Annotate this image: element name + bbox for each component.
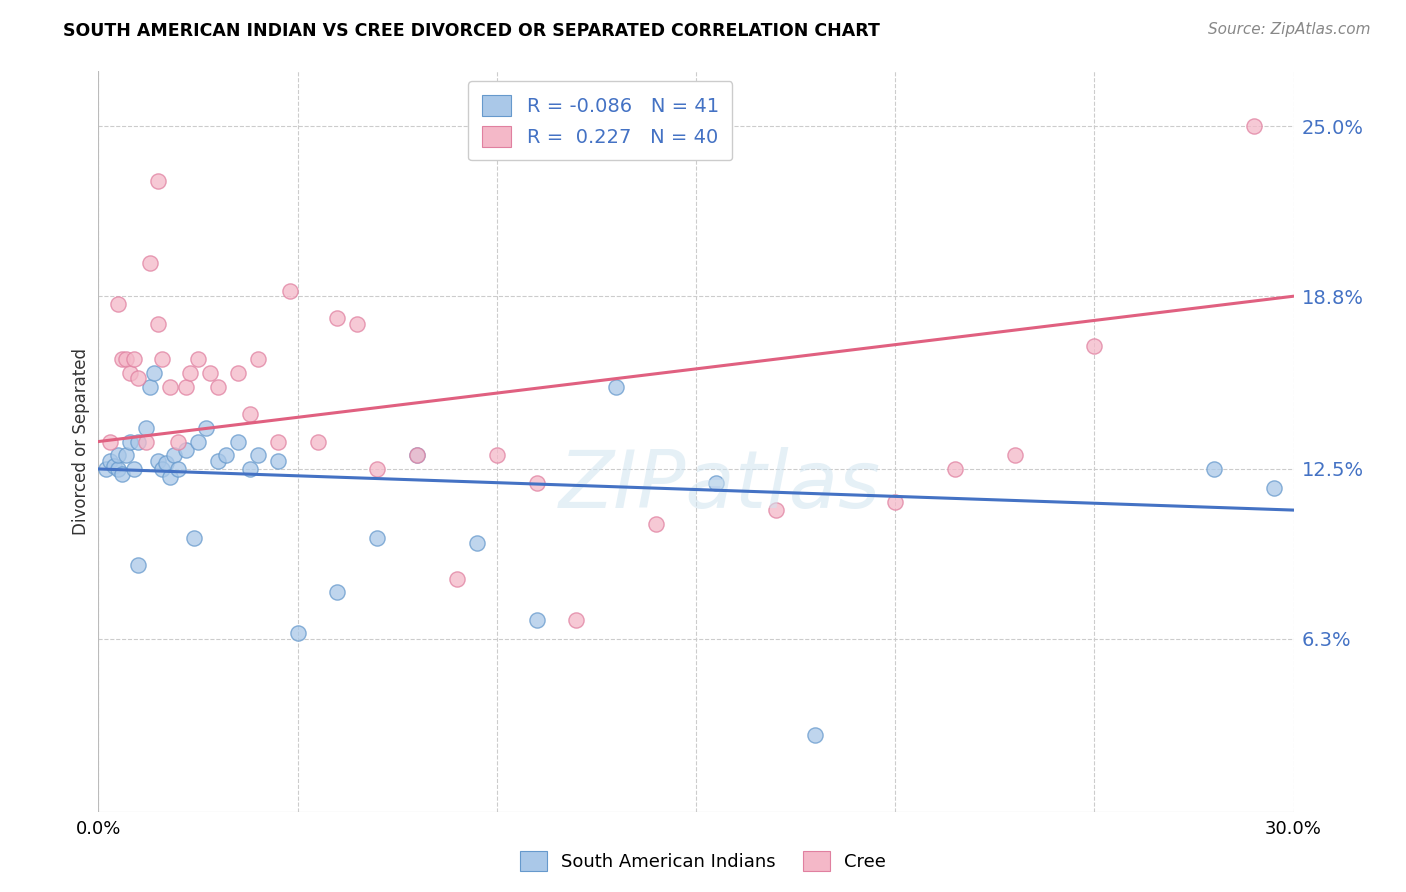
Point [207,454,229,468]
Legend: South American Indians, Cree: South American Indians, Cree [512,844,894,879]
Legend: R = -0.086   N = 41, R =  0.227   N = 40: R = -0.086 N = 41, R = 0.227 N = 40 [468,81,733,161]
Point [1202,462,1225,476]
Point [139,256,162,270]
Point [239,407,262,421]
Point [124,352,146,367]
Point [307,434,329,449]
Point [163,448,186,462]
Point [115,448,138,462]
Point [267,434,290,449]
Point [179,366,201,380]
Point [267,454,290,468]
Point [446,572,468,586]
Point [326,585,349,599]
Point [465,536,488,550]
Text: ZIPatlas: ZIPatlas [558,447,882,525]
Point [103,459,125,474]
Point [366,531,388,545]
Point [98,454,122,468]
Point [155,457,177,471]
Point [107,448,129,462]
Point [406,448,429,462]
Point [187,352,209,367]
Point [195,421,218,435]
Point [605,380,627,394]
Point [565,613,588,627]
Point [174,442,197,457]
Point [246,448,269,462]
Point [148,317,170,331]
Point [174,380,197,394]
Point [124,462,146,476]
Point [159,380,181,394]
Y-axis label: Divorced or Separated: Divorced or Separated [72,348,90,535]
Point [127,371,149,385]
Point [215,448,238,462]
Point [704,475,727,490]
Point [1243,119,1265,133]
Point [120,434,142,449]
Point [526,613,548,627]
Point [167,462,190,476]
Point [183,531,205,545]
Point [1004,448,1026,462]
Point [366,462,388,476]
Point [107,297,129,311]
Point [287,626,309,640]
Point [226,434,249,449]
Point [187,434,209,449]
Point [120,366,142,380]
Point [207,380,229,394]
Point [884,495,907,509]
Point [346,317,368,331]
Point [150,352,173,367]
Point [278,284,301,298]
Point [135,421,157,435]
Point [148,454,170,468]
Point [159,470,181,484]
Point [111,467,134,482]
Point [198,366,221,380]
Point [943,462,966,476]
Point [127,558,149,572]
Point [143,366,166,380]
Point [135,434,157,449]
Point [765,503,787,517]
Point [246,352,269,367]
Text: SOUTH AMERICAN INDIAN VS CREE DIVORCED OR SEPARATED CORRELATION CHART: SOUTH AMERICAN INDIAN VS CREE DIVORCED O… [63,22,880,40]
Point [1083,338,1105,352]
Point [1263,481,1285,495]
Point [485,448,508,462]
Point [98,434,122,449]
Point [645,516,668,531]
Point [139,380,162,394]
Point [406,448,429,462]
Point [127,434,149,449]
Point [526,475,548,490]
Point [111,352,134,367]
Point [804,728,827,742]
Point [150,462,173,476]
Point [148,174,170,188]
Point [326,311,349,326]
Text: Source: ZipAtlas.com: Source: ZipAtlas.com [1208,22,1371,37]
Point [96,462,118,476]
Point [226,366,249,380]
Point [107,462,129,476]
Point [239,462,262,476]
Point [167,434,190,449]
Point [115,352,138,367]
